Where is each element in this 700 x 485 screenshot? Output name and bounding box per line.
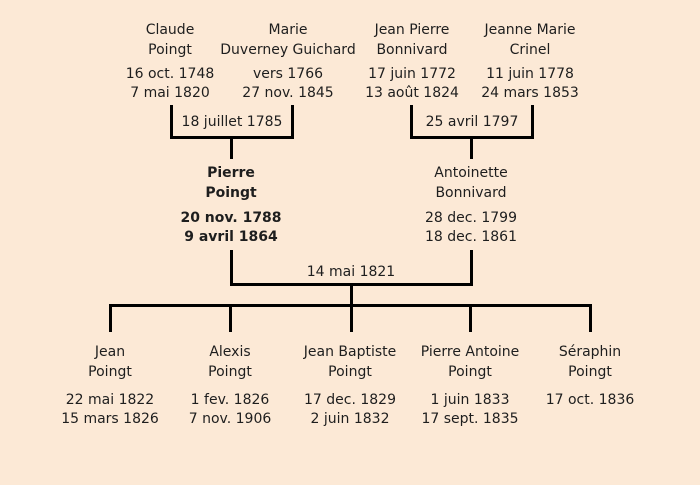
person-jeanne-marie-crinel: Jeanne Marie Crinel [450,20,610,60]
birth-date: 17 oct. 1836 [545,392,635,408]
person-antoinette-bonnivard: Antoinette Bonnivard [391,163,551,203]
first-name: Jean Baptiste [303,344,397,360]
first-name: Jean [94,344,126,360]
marriage-date-pierre-antoinette: 14 mai 1821 [306,264,396,280]
last-name: Poingt [88,364,132,380]
person-marie-duverney-guichard: Marie Duverney Guichard [208,20,368,60]
sibling-drop-alexis [229,304,232,332]
first-name: Alexis [209,344,251,360]
dates-antoinette-bonnivard: 28 dec. 1799 18 dec. 1861 [391,209,551,247]
first-name: Pierre Antoine [420,344,520,360]
first-name: Marie [268,22,308,38]
death-date: 9 avril 1864 [184,229,278,245]
marriage-bracket-jeanpierre-jeannemarie [410,105,534,139]
last-name: Poingt [328,364,372,380]
person-pierre-poingt: Pierre Poingt [151,163,311,203]
sibling-drop-jean-baptiste [350,304,353,332]
marriage-bracket-pierre-antoinette [230,250,473,286]
last-name: Poingt [148,42,192,58]
marriage-drop-claude-marie [230,138,233,159]
dates-alexis-poingt: 1 fev. 1826 7 nov. 1906 [150,391,310,429]
birth-date: 22 mai 1822 [65,392,155,408]
birth-date: 1 juin 1833 [430,392,510,408]
person-seraphin-poingt: Séraphin Poingt [510,342,670,382]
first-name: Antoinette [434,165,508,181]
marriage-bracket-claude-marie [170,105,294,139]
marriage-drop-jeanpierre-jeannemarie [470,138,473,159]
first-name: Pierre [207,165,255,181]
first-name: Claude [145,22,195,38]
sibling-drop-pierre-antoine [469,304,472,332]
sibling-drop-jean [109,304,112,332]
last-name: Poingt [205,185,257,201]
first-name: Jeanne Marie [484,22,576,38]
first-name: Séraphin [558,344,622,360]
death-date: 7 nov. 1906 [188,411,272,427]
birth-date: 20 nov. 1788 [180,210,282,226]
death-date: 13 août 1824 [365,85,459,101]
death-date: 18 dec. 1861 [425,229,517,245]
birth-date: vers 1766 [252,66,324,82]
death-date: 2 juin 1832 [310,411,390,427]
birth-date: 17 juin 1772 [368,66,456,82]
last-name: Crinel [509,42,551,58]
dates-claude-poingt: 16 oct. 1748 7 mai 1820 [90,65,250,103]
birth-date: 11 juin 1778 [486,66,574,82]
person-jean-poingt: Jean Poingt [30,342,190,382]
last-name: Poingt [568,364,612,380]
dates-jean-poingt: 22 mai 1822 15 mars 1826 [30,391,190,429]
birth-date: 1 fev. 1826 [190,392,270,408]
sibling-drop-seraphin [589,304,592,332]
first-name: Jean Pierre [374,22,450,38]
last-name: Poingt [208,364,252,380]
birth-date: 28 dec. 1799 [425,210,517,226]
dates-jean-baptiste-poingt: 17 dec. 1829 2 juin 1832 [270,391,430,429]
dates-pierre-poingt: 20 nov. 1788 9 avril 1864 [151,209,311,247]
last-name: Duverney Guichard [220,42,356,58]
person-claude-poingt: Claude Poingt [90,20,250,60]
marriage-date-claude-marie: 18 juillet 1785 [181,114,283,130]
last-name: Bonnivard [376,42,448,58]
dates-seraphin-poingt: 17 oct. 1836 [510,391,670,410]
death-date: 15 mars 1826 [61,411,159,427]
death-date: 17 sept. 1835 [421,411,519,427]
marriage-date-jeanpierre-jeannemarie: 25 avril 1797 [425,114,519,130]
birth-date: 16 oct. 1748 [125,66,215,82]
death-date: 24 mars 1853 [481,85,579,101]
dates-jean-pierre-bonnivard: 17 juin 1772 13 août 1824 [332,65,492,103]
person-jean-baptiste-poingt: Jean Baptiste Poingt [270,342,430,382]
person-jean-pierre-bonnivard: Jean Pierre Bonnivard [332,20,492,60]
dates-marie-duverney-guichard: vers 1766 27 nov. 1845 [208,65,368,103]
dates-pierre-antoine-poingt: 1 juin 1833 17 sept. 1835 [390,391,550,429]
person-pierre-antoine-poingt: Pierre Antoine Poingt [390,342,550,382]
death-date: 27 nov. 1845 [242,85,334,101]
last-name: Bonnivard [435,185,507,201]
birth-date: 17 dec. 1829 [304,392,396,408]
death-date: 7 mai 1820 [130,85,210,101]
dates-jeanne-marie-crinel: 11 juin 1778 24 mars 1853 [450,65,610,103]
person-alexis-poingt: Alexis Poingt [150,342,310,382]
last-name: Poingt [448,364,492,380]
marriage-drop-pierre-antoinette [350,285,353,306]
